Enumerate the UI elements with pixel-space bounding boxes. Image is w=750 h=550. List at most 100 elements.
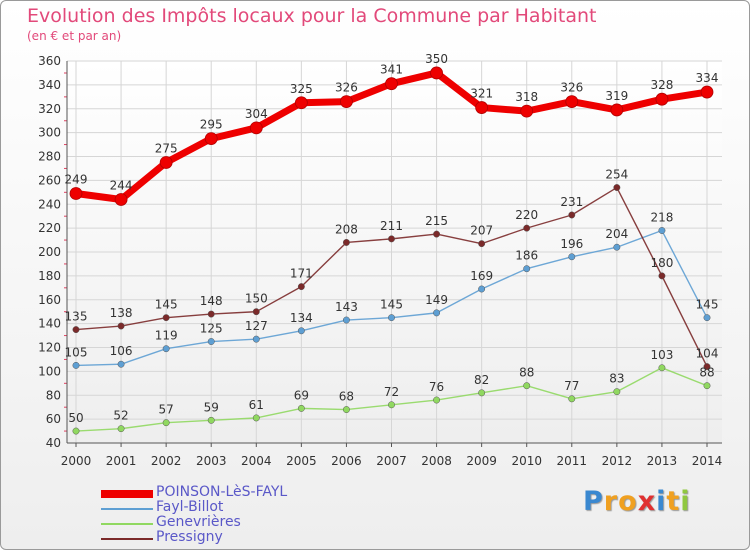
data-point-pressigny xyxy=(117,322,125,330)
data-label-genevrieres: 76 xyxy=(429,380,444,394)
data-point-genevrieres xyxy=(297,404,305,412)
data-label-pressigny: 138 xyxy=(110,306,133,320)
data-point-genevrieres xyxy=(162,419,170,427)
y-tick-label: 200 xyxy=(38,245,61,259)
data-label-pressigny: 211 xyxy=(380,219,403,233)
data-point-poinson xyxy=(385,77,398,91)
data-point-fayl-billot xyxy=(117,360,125,368)
data-label-pressigny: 150 xyxy=(245,292,268,306)
data-point-pressigny xyxy=(703,363,711,371)
proxiti-logo: Proxiti xyxy=(583,486,691,517)
y-tick-label: 320 xyxy=(38,102,61,116)
data-point-pressigny xyxy=(568,211,576,219)
data-label-poinson: 326 xyxy=(335,81,358,95)
data-point-poinson xyxy=(565,95,579,108)
data-label-fayl-billot: 125 xyxy=(200,322,223,336)
data-point-poinson xyxy=(475,101,489,114)
data-label-fayl-billot: 145 xyxy=(380,298,403,312)
y-tick-label: 60 xyxy=(46,412,61,426)
data-label-fayl-billot: 106 xyxy=(110,344,133,358)
data-point-pressigny xyxy=(252,308,260,316)
data-point-poinson xyxy=(204,132,218,145)
y-tick-label: 280 xyxy=(38,150,61,164)
data-point-fayl-billot xyxy=(478,285,486,293)
data-point-pressigny xyxy=(433,230,441,238)
data-point-fayl-billot xyxy=(252,335,260,343)
x-tick-label: 2011 xyxy=(557,454,588,468)
data-label-poinson: 304 xyxy=(245,107,268,121)
chart-title: Evolution des Impôts locaux pour la Comm… xyxy=(27,5,597,27)
data-point-pressigny xyxy=(478,240,486,248)
data-point-fayl-billot xyxy=(297,327,305,335)
data-point-fayl-billot xyxy=(523,265,531,273)
data-label-pressigny: 104 xyxy=(696,347,719,361)
data-label-pressigny: 254 xyxy=(605,168,628,182)
data-label-genevrieres: 57 xyxy=(159,403,174,417)
data-point-genevrieres xyxy=(478,389,486,397)
data-point-fayl-billot xyxy=(703,314,711,322)
data-label-poinson: 319 xyxy=(605,89,628,103)
data-label-poinson: 321 xyxy=(470,87,493,101)
axes: 40 60 80 100 120 140 160 180 200 220 240 260 280 300 3… xyxy=(38,54,722,468)
data-label-fayl-billot: 149 xyxy=(425,293,448,307)
data-label-fayl-billot: 169 xyxy=(470,269,493,283)
data-point-fayl-billot xyxy=(207,338,215,345)
y-tick-label: 40 xyxy=(46,436,61,450)
data-label-fayl-billot: 119 xyxy=(155,329,178,343)
data-point-fayl-billot xyxy=(388,314,395,322)
data-point-genevrieres xyxy=(388,401,395,409)
data-point-poinson xyxy=(655,92,669,106)
data-label-pressigny: 145 xyxy=(155,298,178,312)
data-point-genevrieres xyxy=(207,416,215,424)
x-tick-label: 2013 xyxy=(647,454,678,468)
legend-swatch-genevrieres xyxy=(101,523,153,525)
data-label-poinson: 350 xyxy=(425,52,448,66)
data-label-genevrieres: 88 xyxy=(519,366,534,380)
y-tick-label: 180 xyxy=(38,269,61,283)
y-tick-label: 240 xyxy=(38,197,61,211)
data-label-genevrieres: 61 xyxy=(249,398,264,412)
legend-swatch-fayl-billot xyxy=(101,508,153,510)
data-point-fayl-billot xyxy=(658,227,666,234)
data-label-genevrieres: 82 xyxy=(474,373,489,387)
data-point-genevrieres xyxy=(342,406,350,414)
x-tick-label: 2010 xyxy=(511,454,542,468)
legend-item-poinson[interactable]: POINSON-LèS-FAYL xyxy=(101,484,361,501)
x-tick-label: 2002 xyxy=(151,454,182,468)
y-tick-label: 360 xyxy=(38,54,61,68)
x-tick-label: 2005 xyxy=(286,454,317,468)
data-point-pressigny xyxy=(658,272,666,280)
data-label-pressigny: 215 xyxy=(425,214,448,228)
data-label-pressigny: 135 xyxy=(65,310,88,324)
data-label-pressigny: 208 xyxy=(335,222,358,236)
legend-item-pressigny[interactable]: Pressigny xyxy=(101,529,361,546)
data-label-fayl-billot: 127 xyxy=(245,319,268,333)
data-point-fayl-billot xyxy=(162,345,170,353)
legend-item-genevrieres[interactable]: Genevrières xyxy=(101,514,361,531)
data-point-poinson xyxy=(700,85,714,99)
x-tick-label: 2014 xyxy=(692,454,723,468)
data-point-poinson xyxy=(520,104,534,118)
legend-item-fayl-billot[interactable]: Fayl-Billot xyxy=(101,499,361,516)
y-tick-label: 140 xyxy=(38,317,61,331)
data-label-fayl-billot: 186 xyxy=(515,249,538,263)
y-tick-label: 120 xyxy=(38,341,61,355)
data-point-genevrieres xyxy=(117,425,125,433)
x-tick-label: 2001 xyxy=(106,454,137,468)
data-point-genevrieres xyxy=(72,427,80,435)
y-tick-label: 220 xyxy=(38,221,61,235)
data-label-genevrieres: 72 xyxy=(384,385,399,399)
x-tick-label: 2000 xyxy=(61,454,92,468)
data-label-poinson: 318 xyxy=(515,90,538,104)
data-point-pressigny xyxy=(613,184,621,191)
data-label-fayl-billot: 196 xyxy=(560,237,583,251)
data-label-poinson: 244 xyxy=(110,178,133,192)
data-label-genevrieres: 52 xyxy=(113,409,128,423)
data-label-pressigny: 207 xyxy=(470,224,493,238)
data-point-fayl-billot xyxy=(613,243,621,251)
data-point-poinson xyxy=(294,96,308,110)
x-tick-label: 2009 xyxy=(466,454,497,468)
legend-label-poinson: POINSON-LèS-FAYL xyxy=(156,484,288,500)
